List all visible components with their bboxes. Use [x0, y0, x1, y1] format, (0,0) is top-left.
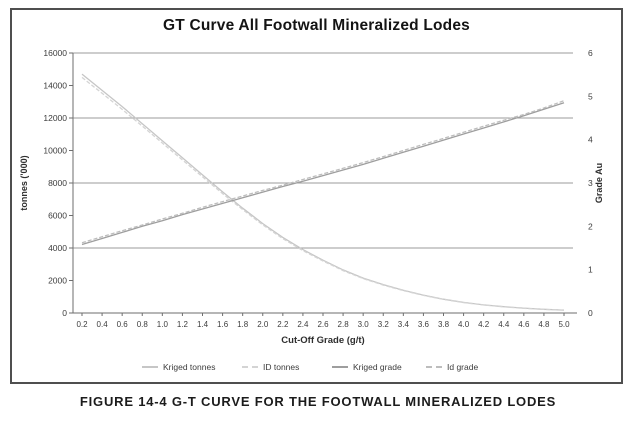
x-tick-label: 3.8: [438, 320, 450, 329]
y-left-tick-label: 8000: [48, 178, 67, 188]
x-tick-label: 2.4: [297, 320, 309, 329]
figure-caption: FIGURE 14-4 G-T CURVE FOR THE FOOTWALL M…: [79, 394, 557, 409]
y-right-tick-label: 3: [588, 178, 593, 188]
series-line-id-tonnes: [81, 76, 565, 311]
series-line-kriged-grade: [81, 102, 565, 246]
y-left-tick-label: 16000: [43, 48, 67, 58]
chart-title: GT Curve All Footwall Mineralized Lodes: [163, 17, 470, 34]
legend-label: ID tonnes: [263, 362, 300, 372]
x-tick-label: 4.0: [458, 320, 470, 329]
gt-chart-frame: GT Curve All Footwall Mineralized Lodes …: [10, 8, 623, 384]
y-axis-left-labels: 0 2000 4000 6000 8000 10000 12000 14000 16000: [43, 48, 73, 318]
series-lines: [81, 73, 565, 311]
y-right-tick-label: 5: [588, 91, 593, 101]
y-left-tick-label: 14000: [43, 81, 67, 91]
x-axis-labels: 0.2 0.4 0.6 0.8 1.0 1.2 1.4 1.6 1.8 2.0 2.2 2.4 2.6 2…: [76, 313, 570, 329]
x-tick-label: 0.8: [137, 320, 149, 329]
x-tick-label: 1.8: [237, 320, 249, 329]
y-right-tick-label: 2: [588, 221, 593, 231]
legend-line-swatch: [332, 366, 348, 368]
gridlines: [73, 52, 573, 249]
x-tick-label: 0.2: [76, 320, 88, 329]
legend-line-swatch: [142, 366, 158, 368]
x-tick-label: 4.6: [518, 320, 530, 329]
legend-item-id-grade: Id grade: [426, 360, 478, 374]
y-right-tick-label: 4: [588, 135, 593, 145]
legend-item-id-tonnes: ID tonnes: [242, 360, 299, 374]
series-line-kriged-tonnes: [81, 73, 565, 311]
y-right-tick-label: 1: [588, 265, 593, 275]
gt-chart-canvas: 0 2000 4000 6000 8000 10000 12000 14000 16000 0 1 2…: [19, 48, 604, 346]
x-tick-label: 2.0: [257, 320, 269, 329]
x-tick-label: 1.6: [217, 320, 229, 329]
x-tick-label: 4.2: [478, 320, 490, 329]
x-tick-label: 4.4: [498, 320, 510, 329]
x-tick-label: 3.4: [398, 320, 410, 329]
x-tick-label: 0.6: [117, 320, 129, 329]
series-line-id-grade: [81, 100, 565, 244]
legend-line-swatch: [242, 366, 258, 368]
x-tick-label: 1.2: [177, 320, 189, 329]
y-left-tick-label: 2000: [48, 276, 67, 286]
legend-line-swatch: [426, 366, 442, 368]
y-left-tick-label: 0: [62, 308, 67, 318]
y-left-axis-title: tonnes ('000): [19, 155, 29, 210]
y-left-tick-label: 6000: [48, 211, 67, 221]
x-tick-label: 3.6: [418, 320, 430, 329]
y-axis-right-labels: 0 1 2 3 4 5 6: [588, 48, 593, 318]
x-tick-label: 1.0: [157, 320, 169, 329]
x-tick-label: 1.4: [197, 320, 209, 329]
x-tick-label: 3.2: [378, 320, 390, 329]
x-tick-label: 2.6: [317, 320, 329, 329]
legend-label: Kriged tonnes: [163, 362, 216, 372]
legend-label: Id grade: [447, 362, 479, 372]
x-tick-label: 5.0: [558, 320, 570, 329]
y-left-tick-label: 4000: [48, 243, 67, 253]
chart-legend: Kriged tonnes ID tonnes Kriged grade Id gra…: [12, 360, 621, 376]
x-axis-title: Cut-Off Grade (g/t): [281, 335, 364, 346]
y-right-tick-label: 0: [588, 308, 593, 318]
legend-item-kriged-tonnes: Kriged tonnes: [142, 360, 215, 374]
x-tick-label: 2.8: [338, 320, 350, 329]
y-left-tick-label: 12000: [43, 113, 67, 123]
y-left-tick-label: 10000: [43, 146, 67, 156]
y-right-axis-title: Grade Au: [594, 163, 604, 203]
x-tick-label: 2.2: [277, 320, 289, 329]
legend-item-kriged-grade: Kriged grade: [332, 360, 402, 374]
x-tick-label: 3.0: [358, 320, 370, 329]
x-tick-label: 4.8: [538, 320, 550, 329]
x-tick-label: 0.4: [97, 320, 109, 329]
legend-label: Kriged grade: [353, 362, 402, 372]
y-right-tick-label: 6: [588, 48, 593, 58]
